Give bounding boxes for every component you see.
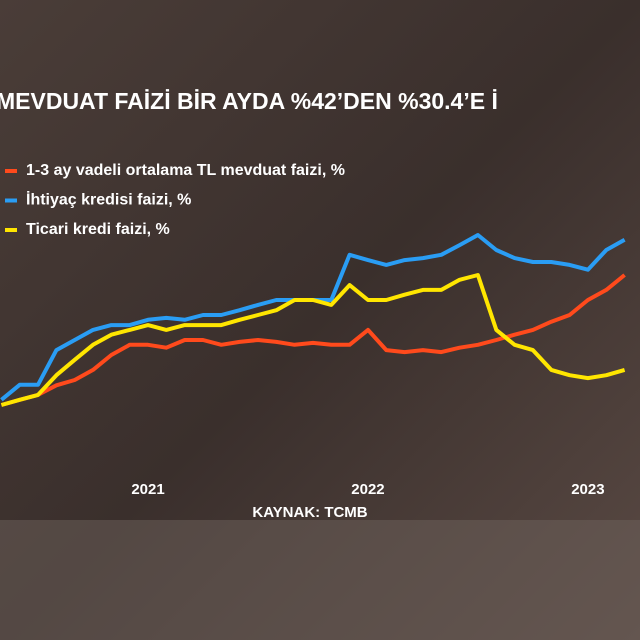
series-line <box>0 273 626 407</box>
series-line <box>0 273 626 407</box>
legend-label: Ticari kredi faizi, % <box>26 221 170 238</box>
legend-label: İhtiyaç kredisi faizi, % <box>26 191 191 209</box>
x-tick-label: 2021 <box>131 481 164 498</box>
legend-label: 1-3 ay vadeli ortalama TL mevduat faizi,… <box>26 162 345 179</box>
chart-title: MEVDUAT FAİZİ BİR AYDA %42’DEN %30.4’E İ <box>0 88 498 114</box>
banknote-strip <box>0 520 640 640</box>
x-tick-label: 2023 <box>571 481 604 498</box>
source: KAYNAK: TCMB <box>252 504 367 521</box>
x-tick-label: 2022 <box>351 481 384 498</box>
